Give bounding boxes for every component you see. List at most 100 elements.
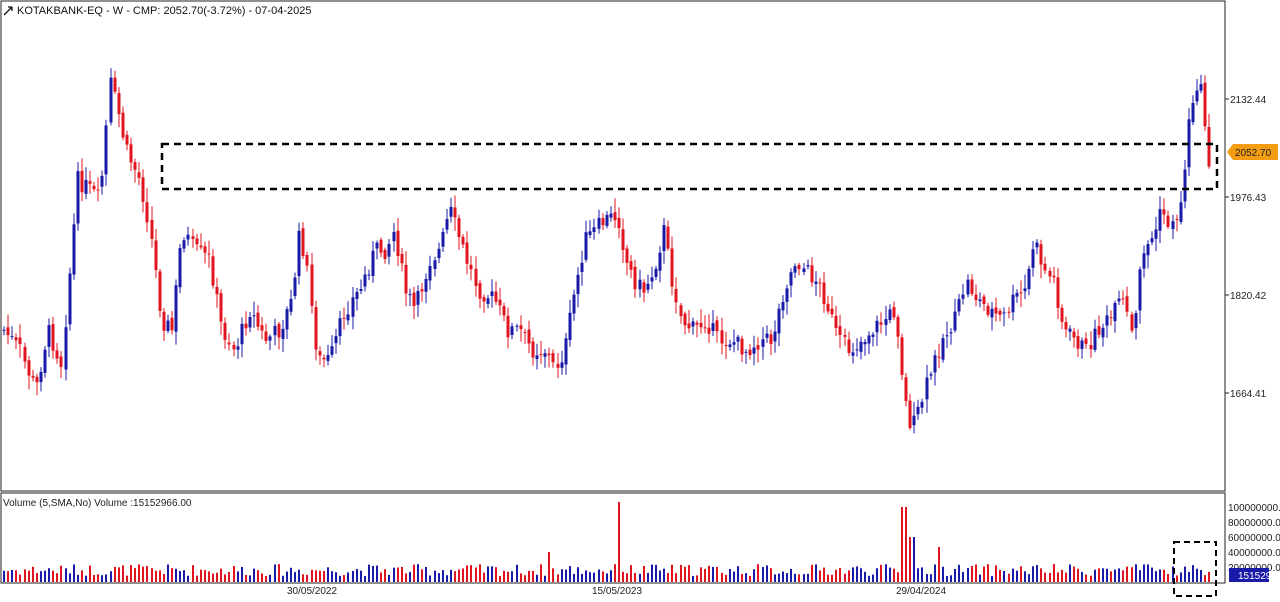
candle-body: [539, 354, 543, 356]
volume-bar: [827, 574, 829, 582]
candle-body: [871, 334, 875, 337]
volume-bar: [36, 573, 38, 582]
candle-body: [748, 349, 752, 356]
volume-bar: [15, 570, 17, 582]
volume-bar: [311, 569, 313, 582]
candle-body: [551, 353, 555, 363]
candle-body: [601, 218, 605, 226]
candle-body: [474, 268, 478, 286]
volume-bar: [114, 566, 116, 582]
candle-body: [433, 260, 437, 269]
volume-bar: [397, 567, 399, 582]
volume-bar: [839, 568, 841, 582]
volume-bar: [511, 571, 513, 582]
volume-bar: [1008, 573, 1010, 582]
candle-body: [970, 279, 974, 294]
candle-body: [10, 336, 14, 338]
volume-bar: [524, 575, 526, 582]
resistance-box: [160, 142, 1219, 191]
candle-body: [1113, 303, 1117, 322]
volume-bar: [819, 570, 821, 582]
candle-body: [609, 213, 613, 218]
volume-bar: [216, 572, 218, 582]
volume-bar: [306, 574, 308, 582]
candle-body: [240, 323, 244, 345]
candle-body: [80, 170, 84, 193]
volume-bar: [520, 573, 522, 582]
volume-bar: [183, 570, 185, 582]
candle-body: [39, 371, 43, 383]
volume-bar: [762, 567, 764, 582]
candle-body: [14, 337, 18, 341]
volume-bar: [708, 565, 710, 582]
candle-body: [277, 323, 281, 338]
candle-body: [843, 334, 847, 337]
candle-body: [527, 329, 531, 344]
candle-body: [785, 288, 789, 302]
volume-bar: [93, 575, 95, 582]
volume-bar: [930, 574, 932, 582]
volume-bar: [803, 574, 805, 582]
volume-bar: [1200, 570, 1202, 582]
candle-body: [802, 268, 806, 272]
candle-body: [990, 308, 994, 318]
candle-body: [289, 298, 293, 312]
candle-body: [547, 353, 551, 356]
volume-bar: [151, 568, 153, 582]
volume-bar: [540, 564, 542, 582]
candle-body: [1150, 238, 1154, 243]
candle-body: [560, 362, 564, 368]
candle-body: [1031, 249, 1035, 268]
candle-body: [1154, 229, 1158, 239]
volume-bar: [200, 569, 202, 582]
candle-body: [1121, 298, 1125, 300]
candle-body: [1007, 311, 1011, 313]
candle-body: [740, 338, 744, 355]
candle-body: [174, 285, 178, 332]
volume-bar: [798, 574, 800, 582]
volume-bar: [630, 565, 632, 582]
last-price-label: 2052.70: [1235, 148, 1272, 159]
volume-bar: [278, 564, 280, 582]
volume-bar: [692, 575, 694, 582]
volume-bar: [380, 572, 382, 582]
volume-bar: [458, 569, 460, 582]
volume-bar: [204, 570, 206, 582]
volume-bar: [684, 566, 686, 582]
volume-bar: [1094, 569, 1096, 582]
volume-bar: [1003, 571, 1005, 582]
volume-bar: [655, 564, 657, 582]
volume-bar: [667, 572, 669, 582]
candle-body: [490, 291, 494, 296]
candle-body: [371, 250, 375, 276]
candle-body: [658, 252, 662, 271]
volume-bar: [1110, 571, 1112, 582]
volume-bar: [860, 568, 862, 582]
candle-body: [838, 326, 842, 335]
volume-bar: [946, 576, 948, 582]
candle-body: [232, 344, 236, 350]
volume-bar: [897, 572, 899, 582]
volume-bar: [409, 571, 411, 582]
candle-body: [223, 322, 227, 340]
candle-body: [482, 297, 486, 302]
candle-body: [178, 248, 182, 288]
volume-bar: [1167, 574, 1169, 582]
candle-body: [215, 286, 219, 295]
candle-body: [375, 242, 379, 249]
volume-bar: [155, 570, 157, 582]
candle-body: [789, 272, 793, 286]
candle-body: [679, 305, 683, 317]
candle-body: [301, 228, 305, 256]
candle-body: [580, 262, 584, 272]
candle-body: [1023, 288, 1027, 292]
candle-body: [383, 249, 387, 259]
candle-body: [27, 360, 31, 376]
candle-body: [113, 77, 117, 92]
last-volume-label: 151529: [1238, 571, 1272, 582]
candle-body: [896, 316, 900, 337]
candle-body: [629, 261, 633, 270]
candle-body: [182, 240, 186, 249]
volume-bar: [995, 565, 997, 582]
candle-body: [1117, 298, 1121, 302]
